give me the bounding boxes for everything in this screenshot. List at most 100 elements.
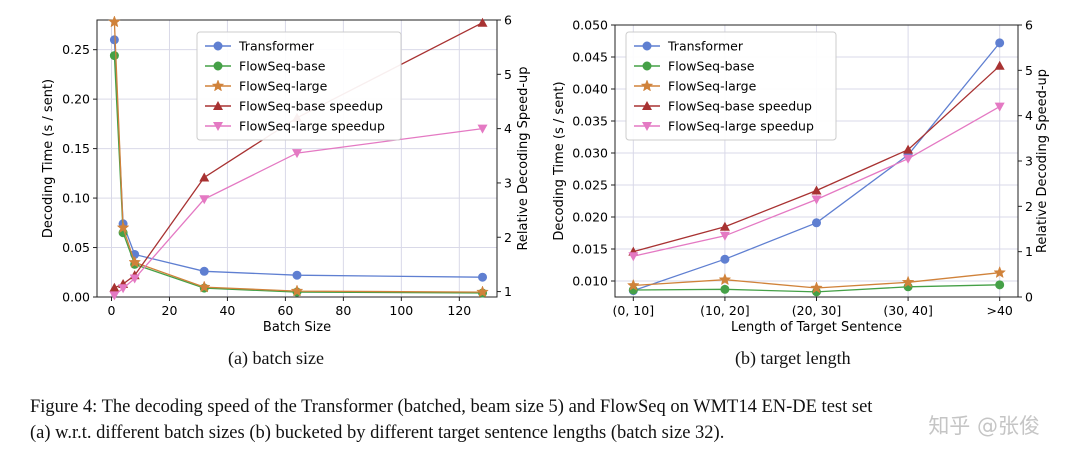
data-point — [720, 284, 730, 294]
caption-line-1: Figure 4: The decoding speed of the Tran… — [30, 397, 873, 417]
x-tick-label: 120 — [447, 303, 471, 318]
y2-tick-label: 5 — [504, 67, 512, 82]
legend-marker — [211, 79, 225, 92]
legend-marker — [213, 122, 223, 131]
y2-tick-label: 1 — [504, 284, 512, 299]
y-tick-label: 0.035 — [572, 114, 608, 129]
watermark: 知乎 @张俊 — [928, 414, 1040, 438]
x-tick-label: (30, 40] — [883, 303, 933, 318]
data-point — [993, 266, 1007, 279]
y-tick-label: 0.045 — [572, 50, 608, 65]
data-point — [901, 275, 915, 288]
y-tick-label: 0.15 — [62, 141, 90, 156]
legend: Transformer FlowSeq-base FlowSeq-large Flow… — [625, 31, 837, 141]
x-tick-label: 80 — [335, 303, 351, 318]
data-point — [811, 185, 822, 195]
plot-frame — [96, 19, 498, 298]
legend-label: FlowSeq-large speedup — [668, 119, 814, 134]
legend-box — [196, 31, 402, 141]
y2-tick-label: 4 — [1025, 108, 1033, 123]
y-tick-label: 0.015 — [572, 242, 608, 257]
legend-marker — [642, 61, 652, 71]
data-point — [292, 270, 302, 280]
data-point — [199, 266, 209, 276]
data-point — [626, 278, 640, 291]
legend-box — [625, 31, 837, 141]
data-point — [199, 195, 210, 205]
figure-caption: Figure 4: The decoding speed of the Tran… — [30, 394, 1060, 446]
y-axis-label: Decoding Time (s / sent) — [41, 79, 56, 238]
legend-marker — [640, 79, 654, 92]
x-tick-label: (10, 20] — [700, 303, 750, 318]
data-point — [116, 221, 130, 234]
y2-tick-label: 4 — [504, 121, 512, 136]
y2-tick-label: 6 — [1025, 18, 1033, 33]
data-point — [290, 284, 304, 297]
data-point — [994, 102, 1005, 112]
legend-marker — [642, 122, 652, 131]
series-flowseq-large-speedup — [109, 124, 488, 301]
y2-tick-label: 5 — [1025, 63, 1033, 78]
data-point — [476, 285, 489, 298]
legend-marker — [642, 41, 652, 51]
legend-marker — [213, 101, 223, 110]
y2-tick-label: 2 — [1025, 199, 1033, 214]
data-point — [994, 60, 1005, 70]
data-point — [292, 149, 302, 159]
y-tick-label: 0.010 — [572, 274, 608, 289]
legend-label: FlowSeq-base speedup — [668, 99, 812, 114]
data-point — [811, 195, 822, 205]
y-tick-label: 0.20 — [62, 92, 90, 107]
data-point — [903, 154, 914, 164]
legend-label: FlowSeq-large — [668, 79, 757, 94]
data-point — [128, 255, 142, 268]
data-point — [718, 273, 732, 286]
y2-tick-label: 3 — [1025, 154, 1033, 169]
y-tick-label: 0.050 — [572, 18, 608, 33]
data-point — [719, 221, 730, 231]
data-point — [903, 144, 914, 154]
x-tick-label: (20, 30] — [792, 303, 842, 318]
data-point — [109, 291, 120, 301]
subcaption-b: (b) target length — [735, 348, 851, 368]
data-point — [199, 172, 210, 182]
legend-label: FlowSeq-large speedup — [239, 119, 385, 134]
caption-line-2: (a) w.r.t. different batch sizes (b) buc… — [30, 423, 725, 443]
y-tick-label: 0.05 — [62, 240, 90, 255]
y-tick-label: 0.040 — [572, 82, 608, 97]
y-tick-label: 0.10 — [62, 191, 90, 206]
y-tick-label: 0.25 — [62, 42, 90, 57]
legend-marker — [642, 101, 652, 110]
data-point — [478, 272, 488, 282]
x-tick-label: 100 — [389, 303, 413, 318]
legend: Transformer FlowSeq-base FlowSeq-large Flow… — [196, 31, 402, 141]
y2-tick-label: 1 — [1025, 244, 1033, 259]
y-axis-label: Decoding Time (s / sent) — [552, 81, 567, 240]
x-axis-label: Batch Size — [263, 320, 331, 335]
data-point — [477, 124, 488, 134]
data-point — [118, 284, 129, 294]
y2-tick-label: 0 — [1025, 290, 1033, 305]
data-point — [719, 231, 730, 241]
data-point — [810, 281, 823, 294]
legend-label: FlowSeq-base speedup — [239, 99, 383, 114]
legend-label: FlowSeq-base — [239, 59, 326, 74]
data-point — [109, 282, 120, 292]
data-point — [995, 38, 1005, 48]
y-tick-label: 0.020 — [572, 210, 608, 225]
y2-tick-label: 3 — [504, 175, 512, 190]
x-axis-label: Length of Target Sentence — [731, 320, 902, 335]
series-flowseq-large — [626, 266, 1007, 294]
subcaption-a: (a) batch size — [228, 348, 324, 368]
legend-label: FlowSeq-base — [668, 59, 755, 74]
data-point — [197, 280, 211, 293]
series-flowseq-base-speedup — [628, 60, 1005, 256]
data-point — [720, 254, 730, 264]
y2-axis-label: Relative Decoding Speed-up — [1035, 69, 1050, 253]
legend-marker — [213, 41, 223, 51]
data-point — [108, 15, 121, 28]
data-point — [995, 280, 1005, 290]
x-tick-label: 20 — [162, 303, 178, 318]
series-line — [113, 21, 483, 293]
